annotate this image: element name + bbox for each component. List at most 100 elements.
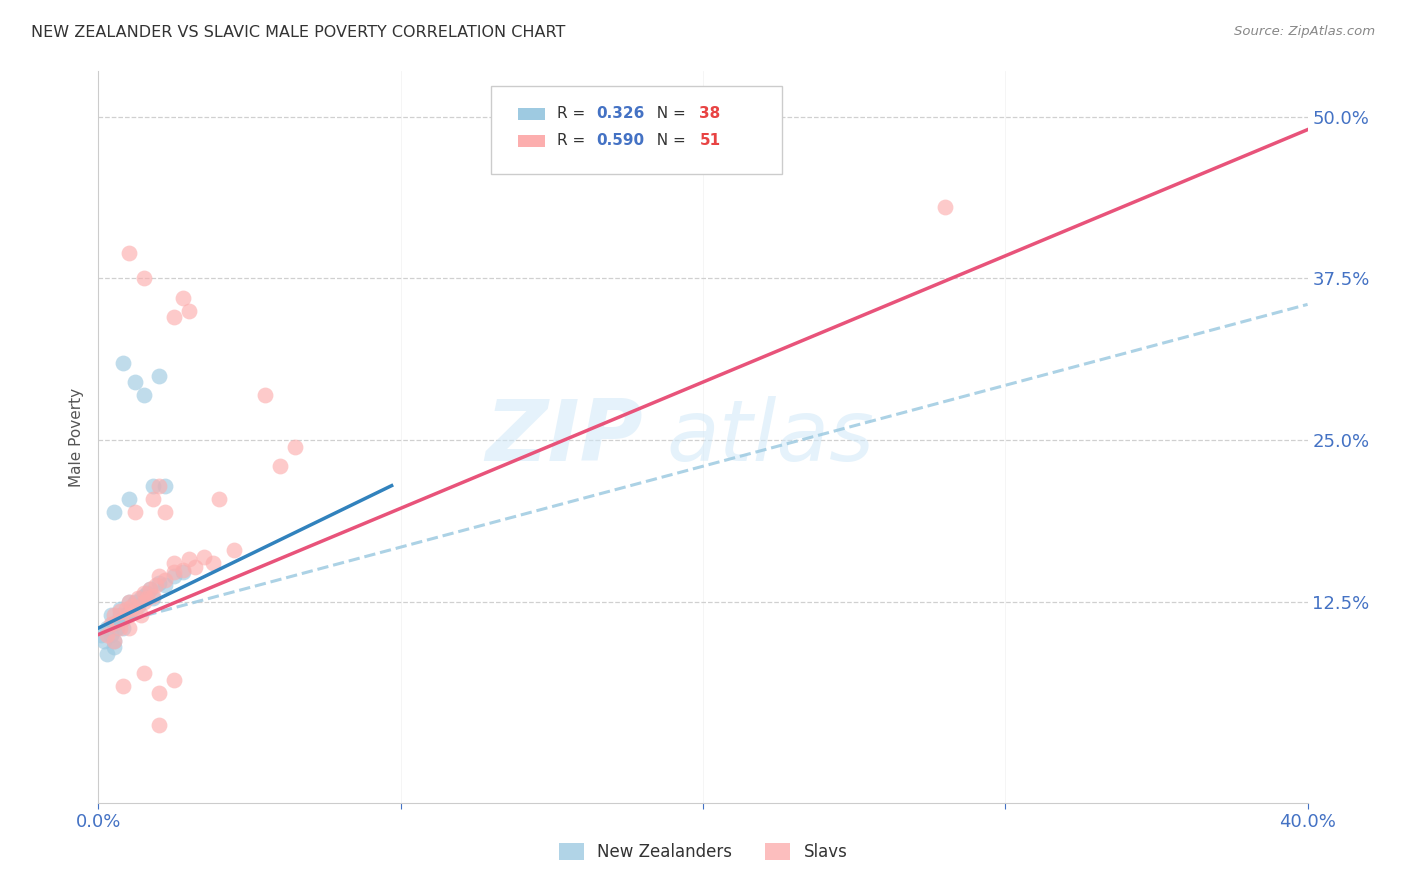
Point	[108, 604, 131, 618]
Point	[124, 375, 146, 389]
Point	[179, 303, 201, 318]
Text: NEW ZEALANDER VS SLAVIC MALE POVERTY CORRELATION CHART: NEW ZEALANDER VS SLAVIC MALE POVERTY COR…	[31, 25, 565, 40]
Point	[96, 627, 118, 641]
Point	[148, 368, 170, 383]
Point	[121, 601, 143, 615]
FancyBboxPatch shape	[492, 86, 782, 174]
Point	[96, 647, 118, 661]
Point	[105, 621, 128, 635]
Text: 38: 38	[699, 106, 721, 121]
Point	[111, 621, 134, 635]
Point	[139, 582, 162, 597]
Point	[253, 388, 276, 402]
Y-axis label: Male Poverty: Male Poverty	[69, 387, 84, 487]
Point	[129, 608, 152, 623]
Point	[100, 627, 122, 641]
Point	[193, 549, 215, 564]
Point	[139, 582, 162, 597]
Point	[148, 575, 170, 590]
Point	[202, 557, 225, 571]
Point	[132, 666, 155, 681]
Point	[124, 604, 146, 618]
Point	[269, 459, 291, 474]
Point	[108, 608, 131, 623]
Point	[153, 504, 176, 518]
Point	[172, 566, 194, 580]
Point	[114, 608, 136, 623]
Text: 0.590: 0.590	[596, 133, 645, 148]
Point	[184, 560, 207, 574]
Point	[103, 608, 125, 623]
Point	[142, 589, 165, 603]
Point	[135, 586, 157, 600]
Point	[111, 612, 134, 626]
Point	[142, 478, 165, 492]
Point	[118, 491, 141, 506]
Point	[132, 388, 155, 402]
Point	[103, 634, 125, 648]
Text: 0.326: 0.326	[596, 106, 645, 121]
Point	[124, 595, 146, 609]
Point	[127, 599, 149, 613]
Point	[142, 491, 165, 506]
Point	[284, 440, 307, 454]
Text: N =: N =	[647, 106, 690, 121]
Point	[224, 543, 246, 558]
Legend: New Zealanders, Slavs: New Zealanders, Slavs	[553, 836, 853, 868]
Point	[118, 245, 141, 260]
Point	[105, 615, 128, 629]
Point	[142, 591, 165, 606]
Text: ZIP: ZIP	[485, 395, 643, 479]
Point	[132, 595, 155, 609]
Text: 51: 51	[699, 133, 720, 148]
Point	[148, 569, 170, 583]
Point	[114, 601, 136, 615]
FancyBboxPatch shape	[517, 108, 544, 120]
Point	[179, 552, 201, 566]
Point	[124, 504, 146, 518]
Point	[118, 595, 141, 609]
Point	[135, 591, 157, 606]
Point	[132, 589, 155, 603]
Point	[118, 621, 141, 635]
Point	[145, 578, 167, 592]
Point	[100, 617, 122, 632]
Point	[172, 563, 194, 577]
Point	[108, 621, 131, 635]
Point	[103, 634, 125, 648]
Text: R =: R =	[557, 133, 589, 148]
Point	[163, 673, 186, 687]
Point	[103, 617, 125, 632]
Point	[105, 615, 128, 629]
Point	[163, 566, 186, 580]
Point	[118, 608, 141, 623]
Point	[93, 634, 115, 648]
Text: N =: N =	[647, 133, 690, 148]
Text: atlas: atlas	[666, 395, 875, 479]
FancyBboxPatch shape	[517, 135, 544, 146]
Point	[132, 271, 155, 285]
Point	[208, 491, 231, 506]
Point	[132, 586, 155, 600]
Point	[153, 478, 176, 492]
Point	[163, 569, 186, 583]
Point	[121, 599, 143, 613]
Point	[108, 601, 131, 615]
Point	[153, 573, 176, 587]
Point	[163, 310, 186, 325]
Point	[153, 578, 176, 592]
Point	[148, 686, 170, 700]
Point	[118, 604, 141, 618]
Point	[148, 478, 170, 492]
Point	[148, 718, 170, 732]
Point	[100, 608, 122, 623]
Text: R =: R =	[557, 106, 589, 121]
Point	[111, 612, 134, 626]
Point	[934, 200, 956, 214]
Point	[163, 557, 186, 571]
Point	[111, 356, 134, 370]
Point	[96, 621, 118, 635]
Text: Source: ZipAtlas.com: Source: ZipAtlas.com	[1234, 25, 1375, 38]
Point	[118, 595, 141, 609]
Point	[111, 679, 134, 693]
